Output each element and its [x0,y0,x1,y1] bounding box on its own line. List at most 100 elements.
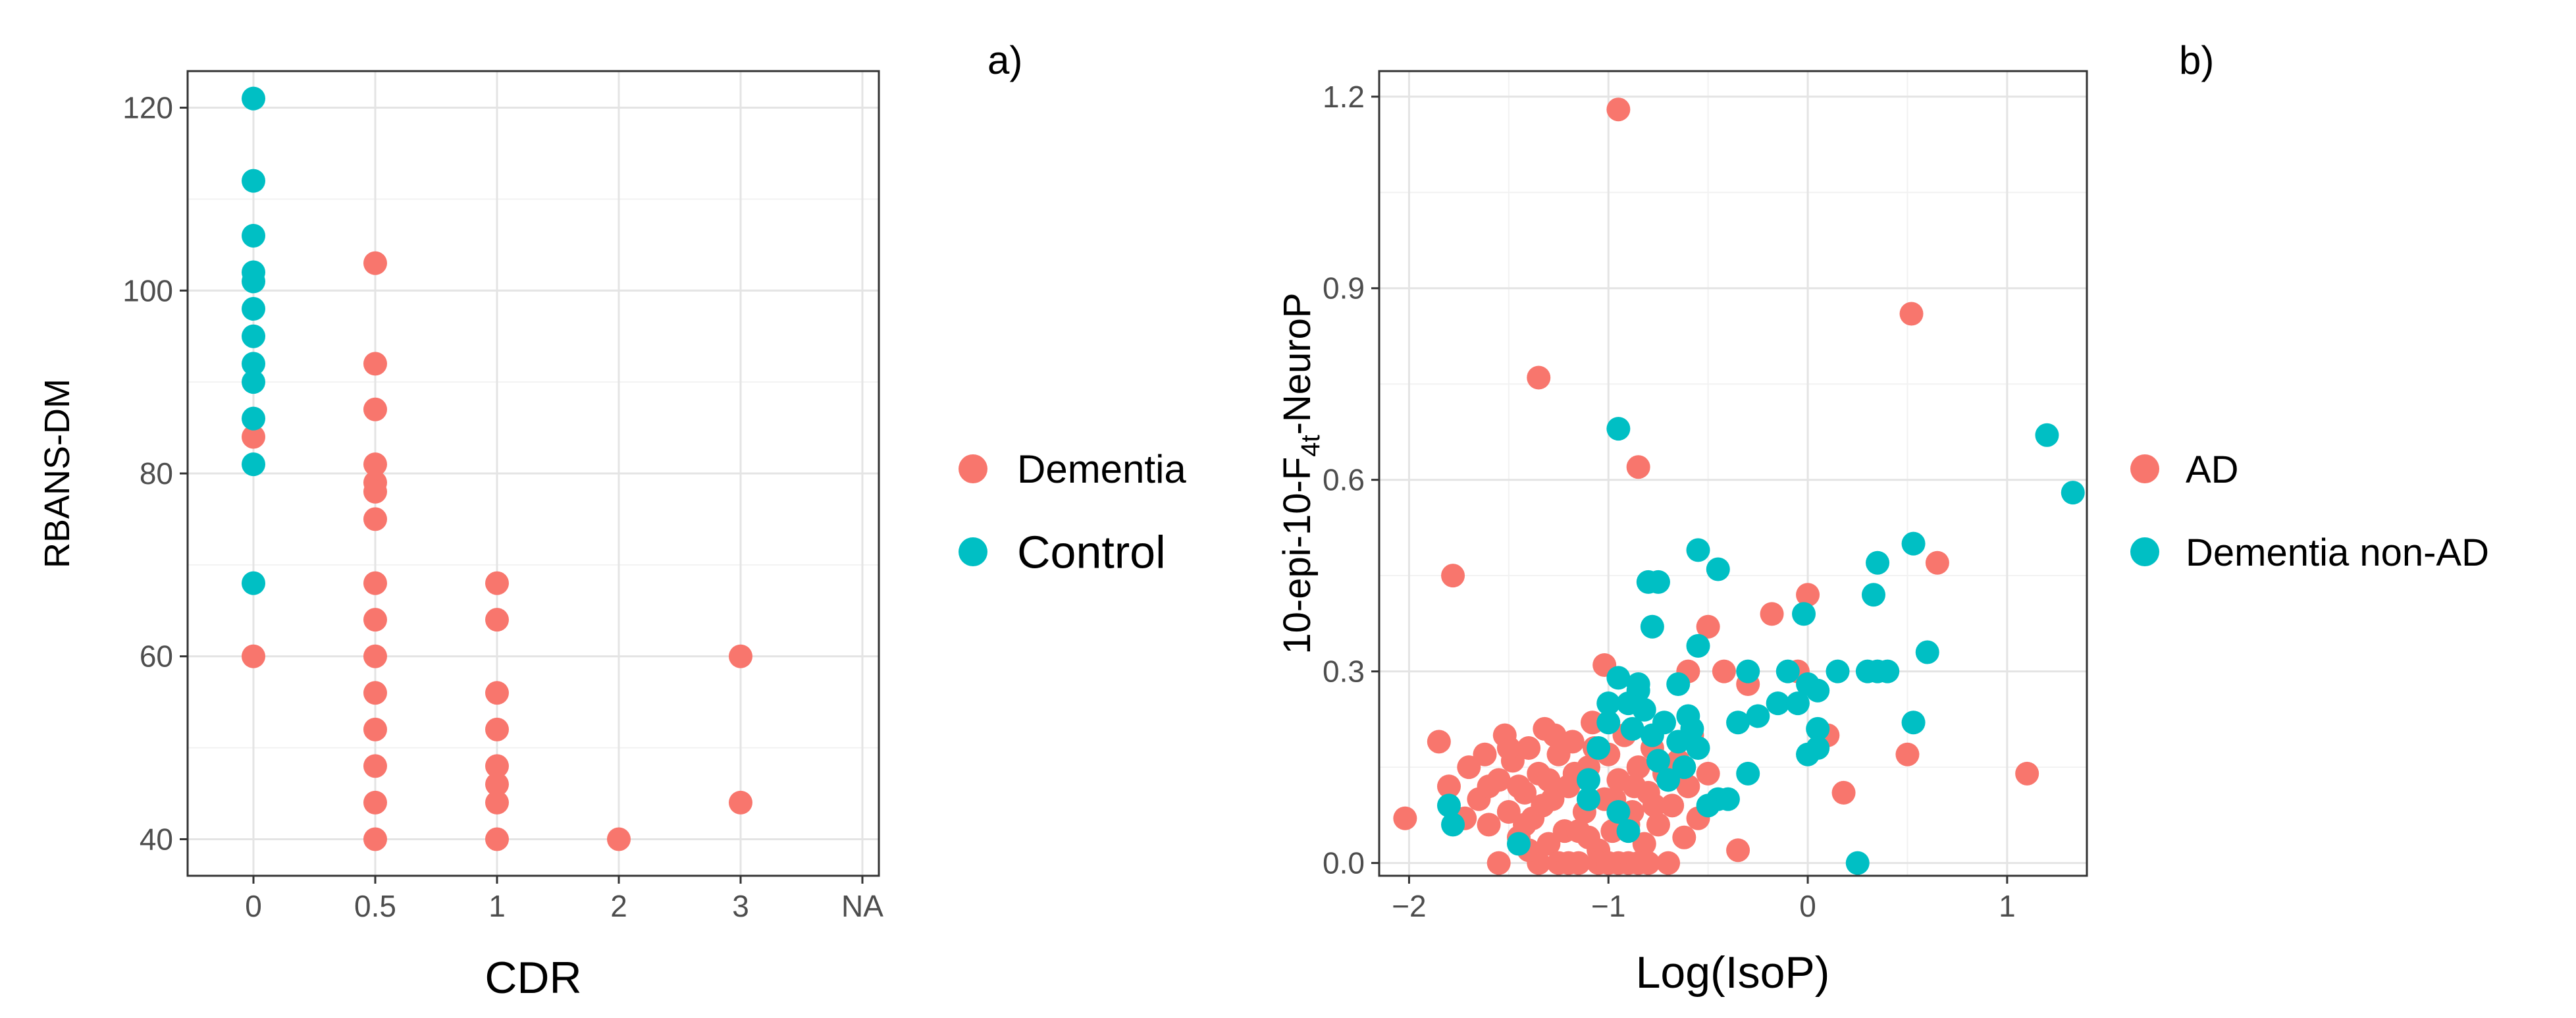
y-tick-label: 1.2 [1323,80,1365,114]
data-point-dementia-non-ad [1576,787,1600,811]
panel-b-points [1393,97,2085,875]
data-point-dementia-non-ad [1826,659,1850,683]
data-point-ad [1513,813,1537,837]
data-point-ad [1556,851,1581,875]
panel-b: 0.0 0.3 0.6 0.9 1.2 −2 −1 0 1 Log(IsoP) 10-epi-… [1276,38,2489,998]
y-tick-label: 0.9 [1323,271,1365,306]
data-point-ad [1899,302,1924,326]
data-point-ad [1496,736,1521,761]
data-point-dementia-non-ad [1686,538,1710,562]
legend-key-control [959,537,987,566]
data-point-ad [1831,780,1856,805]
data-point-dementia-non-ad [1775,659,1800,683]
data-point-ad [1560,730,1585,754]
data-point-ad [1760,602,1784,626]
data-point-dementia-non-ad [2035,423,2059,447]
data-point-ad [2015,761,2039,786]
panel-a: 40 60 80 100 120 0 0.5 1 2 3 NA CDR RBANS-DM a) D… [38,38,1186,1003]
data-point-dementia-non-ad [1596,691,1621,716]
data-point-dementia-non-ad [1736,659,1760,683]
data-point-control [242,269,265,294]
data-point-control [242,324,265,348]
x-tick-label: 3 [732,889,749,923]
data-point-dementia [363,397,387,421]
data-point-dementia-non-ad [1806,716,1830,741]
data-point-dementia-non-ad [1436,793,1461,818]
data-point-dementia-non-ad [1606,800,1631,824]
panel-a-x-ticks: 0 0.5 1 2 3 NA [245,876,883,923]
data-point-ad [1642,793,1666,818]
data-point-ad [1477,813,1501,837]
data-point-dementia [363,352,387,376]
data-point-dementia-non-ad [1796,672,1820,697]
panel-b-legend: AD Dementia non-AD [2130,448,2489,574]
data-point-control [242,571,265,595]
data-point-dementia [363,827,387,851]
data-point-dementia [485,754,509,778]
data-point-dementia [363,754,387,778]
data-point-dementia-non-ad [1866,550,1890,575]
data-point-dementia-non-ad [1656,768,1681,792]
data-point-ad [1473,742,1497,766]
data-point-dementia-non-ad [1726,710,1750,735]
data-point-dementia-non-ad [1861,583,1885,607]
y-tick-label: 80 [140,456,173,491]
data-point-dementia-non-ad [1736,761,1760,786]
data-point-dementia [363,717,387,741]
data-point-ad [1696,761,1720,786]
legend-key-dementia-non-ad [2130,537,2159,566]
data-point-dementia [485,790,509,815]
data-point-dementia-non-ad [1785,691,1810,716]
data-point-ad [1676,774,1700,799]
x-tick-label: 1 [1999,889,2016,923]
data-point-dementia-non-ad [1626,672,1650,697]
data-point-dementia-non-ad [1441,813,1465,837]
data-point-ad [1646,813,1670,837]
data-point-ad [1895,742,1920,766]
data-point-ad [1636,851,1660,875]
data-point-ad [1457,755,1481,780]
data-point-dementia [485,608,509,632]
data-point-ad [1606,97,1631,122]
data-point-dementia-non-ad [1646,749,1670,773]
data-point-ad [1712,659,1736,683]
legend-label: Control [1017,527,1166,578]
data-point-dementia-non-ad [2061,481,2085,505]
data-point-dementia-non-ad [1672,755,1696,780]
legend-key-dementia [959,454,987,483]
legend-key-ad [2130,454,2159,483]
data-point-dementia [363,608,387,632]
data-point-dementia [485,571,509,595]
data-point-dementia-non-ad [1606,417,1631,441]
data-point-ad [1427,730,1451,754]
panel-b-y-axis-label: 10-epi-10-F4t-NeuroP [1276,292,1325,654]
data-point-dementia-non-ad [1666,672,1691,697]
y-tick-label: 0.0 [1323,846,1365,880]
panel-b-y-axis-label-subscript: 4t [1296,435,1325,456]
data-point-ad [1531,793,1555,818]
legend-label: Dementia non-AD [2186,531,2489,574]
data-point-ad [1576,825,1600,849]
x-tick-label: NA [841,889,883,923]
data-point-control [242,452,265,477]
data-point-dementia [485,827,509,851]
panel-b-y-axis-label-main: 10-epi-10-F [1276,457,1319,655]
y-tick-label: 0.6 [1323,463,1365,497]
data-point-dementia [729,790,752,815]
data-point-dementia-non-ad [1876,659,1900,683]
data-point-dementia [485,681,509,705]
data-point-ad [1527,365,1551,390]
data-point-dementia-non-ad [1676,704,1700,728]
data-point-ad [1436,774,1461,799]
panel-b-y-axis-label-tail: -NeuroP [1276,292,1319,435]
panel-a-grid [188,71,879,876]
data-point-ad [1622,774,1646,799]
data-point-dementia-non-ad [1792,602,1816,626]
y-tick-label: 0.3 [1323,655,1365,689]
data-point-dementia [729,644,752,668]
data-point-ad [1393,806,1417,830]
x-tick-label: 1 [488,889,506,923]
data-point-ad [1672,825,1696,849]
data-point-dementia [363,452,387,477]
